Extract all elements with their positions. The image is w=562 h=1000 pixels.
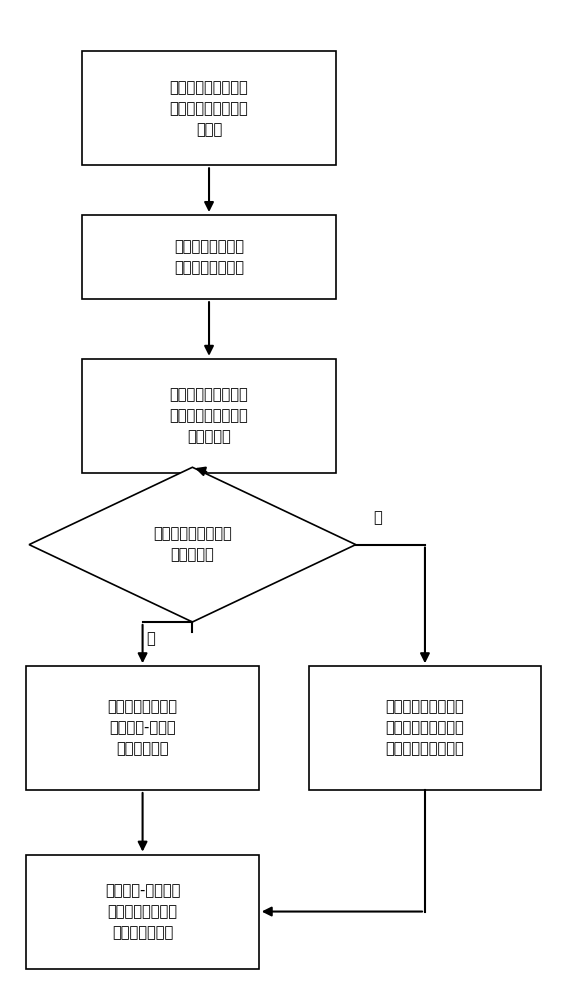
Bar [26, 666, 259, 790]
Text: 测量泵进出口传感
器相对基准面高度: 测量泵进出口传感 器相对基准面高度 [174, 239, 244, 275]
Text: 根据公式建立泵扬程
计算数学模型，计算
出实际扬程: 根据公式建立泵扬程 计算数学模型，计算 出实际扬程 [170, 387, 248, 444]
Bar [26, 855, 259, 969]
Bar [309, 666, 541, 790]
Bar [81, 215, 337, 299]
Text: 根据相似定律，建立
数学模型，拟合变频
后的特性曲线图公式: 根据相似定律，建立 数学模型，拟合变频 后的特性曲线图公式 [386, 700, 464, 757]
Text: 通过函数拟合泵配
套的流量-扬程特
性曲线图公式: 通过函数拟合泵配 套的流量-扬程特 性曲线图公式 [107, 700, 178, 757]
Text: 判断是否安装变频器
等调试装置: 判断是否安装变频器 等调试装置 [153, 527, 232, 563]
Text: 泵进出口安装压力传
感器，获得泵进出口
压力值: 泵进出口安装压力传 感器，获得泵进出口 压力值 [170, 80, 248, 137]
Text: 是: 是 [374, 510, 382, 525]
Text: 根据流量-扬程公式
和计算出的扬程值
计算得到流量值: 根据流量-扬程公式 和计算出的扬程值 计算得到流量值 [105, 883, 180, 940]
Polygon shape [29, 467, 356, 622]
Bar [81, 359, 337, 473]
Bar [81, 51, 337, 165]
Text: 否: 否 [147, 631, 155, 646]
